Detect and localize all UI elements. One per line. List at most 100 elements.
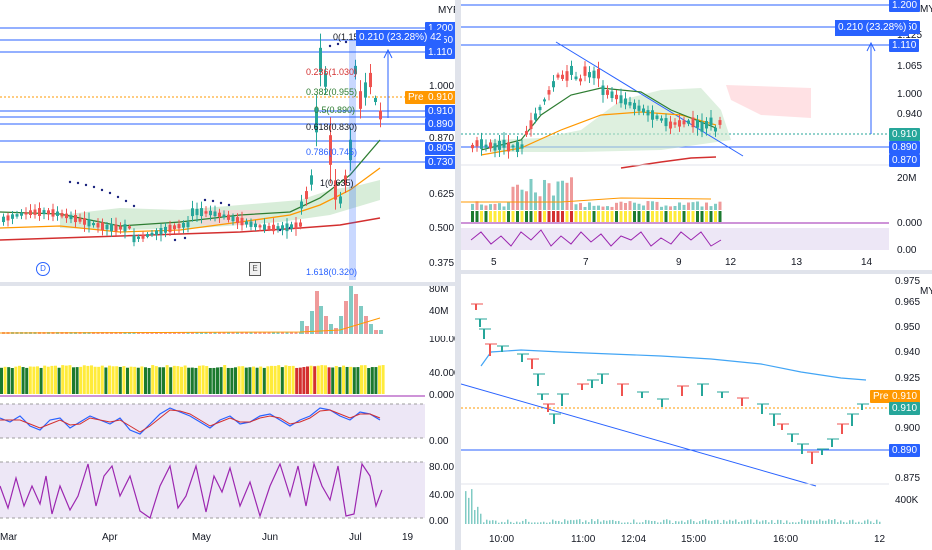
- volume-bar: [843, 521, 845, 524]
- osc-bar: [291, 365, 295, 394]
- osc-bar: [262, 367, 266, 394]
- pane-divider-h[interactable]: [461, 270, 932, 274]
- osc-bar: [583, 211, 587, 222]
- osc-bar: [68, 365, 72, 394]
- time-label: 15:00: [681, 534, 707, 545]
- left-osc2-panel[interactable]: 0.00: [0, 398, 455, 450]
- candle-body: [83, 218, 86, 225]
- right-top-price-panel[interactable]: MYR 1.125 1.065 1.000 0.940 20M 0.000 0.…: [461, 0, 932, 270]
- osc-bar: [21, 367, 25, 394]
- volume-bar: [705, 202, 708, 210]
- candle-body: [173, 225, 176, 230]
- candle-body: [646, 110, 650, 116]
- volume-bar: [702, 519, 704, 524]
- candle-body: [628, 102, 632, 106]
- osc-bar: [334, 365, 338, 394]
- volume-bar: [780, 520, 782, 524]
- candle-body: [272, 224, 275, 232]
- volume-bar: [678, 521, 680, 524]
- fib-label: 0.786(0.745): [306, 147, 357, 157]
- time-label: 10:00: [489, 534, 515, 545]
- fib-label: 0.236(1.030): [306, 67, 357, 77]
- pre-price-tag: 0.910: [425, 91, 455, 104]
- candle-body: [20, 212, 23, 216]
- left-chart-pane[interactable]: 0(1.150) 0.236(1.030) 0.382(0.955) 0.5(0…: [0, 0, 455, 550]
- volume-bar: [552, 195, 555, 210]
- volume-bar: [633, 202, 636, 210]
- volume-bar: [600, 521, 602, 524]
- osc-bar: [606, 211, 609, 222]
- volume-bar: [516, 521, 518, 524]
- osc-bar: [288, 366, 291, 394]
- volume-bar: [339, 316, 343, 334]
- osc-bar: [111, 366, 115, 394]
- pane-divider[interactable]: [455, 0, 461, 550]
- right-bottom-price-panel[interactable]: 0.975 MYR 0.965 0.950 0.940 0.925 0.900 …: [461, 274, 932, 550]
- price-tag: 0.910: [889, 128, 921, 141]
- candle-body: [861, 404, 863, 410]
- volume-bar: [561, 180, 564, 210]
- osc-bar: [118, 366, 122, 394]
- osc-bar: [3, 366, 7, 394]
- volume-bar: [501, 521, 503, 524]
- osc-bar: [628, 211, 632, 222]
- candle-body: [501, 346, 503, 352]
- volume-bar: [493, 203, 497, 210]
- left-osc1-panel[interactable]: 100.00 40.000 0.000: [0, 336, 455, 398]
- right-top-chart-pane[interactable]: MYR 1.125 1.065 1.000 0.940 20M 0.000 0.…: [461, 0, 932, 270]
- volume-bar: [263, 332, 266, 334]
- osc-bar: [356, 367, 360, 394]
- dividend-marker[interactable]: D: [36, 262, 50, 276]
- left-volume-panel[interactable]: 80M 40M: [0, 286, 455, 346]
- candle-body: [281, 225, 284, 231]
- price-tick: 0.875: [895, 473, 920, 484]
- volume-bar: [480, 513, 482, 524]
- osc-bar: [345, 366, 349, 394]
- volume-bar: [648, 520, 650, 524]
- osc-bar: [475, 211, 479, 222]
- volume-bar: [726, 521, 728, 524]
- volume-bar: [825, 520, 827, 524]
- pre-price-tag: 0.910: [889, 390, 921, 403]
- volume-bar: [480, 204, 483, 210]
- volume-bar: [474, 509, 476, 524]
- osc-bar: [480, 211, 483, 222]
- osc-tick: 0.00: [429, 516, 449, 526]
- volume-bar: [735, 519, 737, 524]
- volume-bar: [471, 489, 473, 524]
- candle-body: [624, 98, 627, 105]
- right-bottom-chart-pane[interactable]: 0.975 MYR 0.965 0.950 0.940 0.925 0.900 …: [461, 274, 932, 550]
- volume-bar: [610, 206, 614, 210]
- volume-bar: [591, 519, 593, 524]
- volume-bar: [570, 519, 572, 524]
- osc-bar: [316, 365, 320, 394]
- volume-bar: [687, 520, 689, 524]
- candle-body: [254, 223, 257, 228]
- osc-bar: [511, 211, 515, 222]
- osc-bar: [637, 211, 641, 222]
- price-tick: 1.125: [897, 30, 922, 41]
- osc-bar: [547, 211, 551, 222]
- candle-body: [681, 386, 683, 396]
- osc-bar: [381, 365, 385, 394]
- candle-body: [537, 374, 539, 386]
- candle-body: [610, 91, 614, 99]
- earnings-marker[interactable]: E: [249, 262, 261, 276]
- candle-body: [105, 224, 109, 230]
- osc-tick: 100.00: [429, 336, 455, 345]
- volume-bar: [852, 519, 854, 524]
- volume-bar: [543, 179, 546, 210]
- left-osc3-panel[interactable]: 80.00 40.00 0.00: [0, 456, 455, 526]
- candle-body: [696, 119, 699, 128]
- volume-bar: [272, 332, 275, 334]
- candle-body: [475, 304, 477, 310]
- volume-bar: [879, 521, 881, 524]
- volume-bar: [236, 332, 239, 334]
- osc-bar: [700, 211, 704, 222]
- volume-bar: [498, 522, 500, 524]
- candle-body: [641, 392, 643, 398]
- volume-bar: [520, 189, 524, 210]
- candle-body: [583, 66, 587, 76]
- candle-body: [60, 213, 64, 217]
- volume-bar: [579, 519, 581, 524]
